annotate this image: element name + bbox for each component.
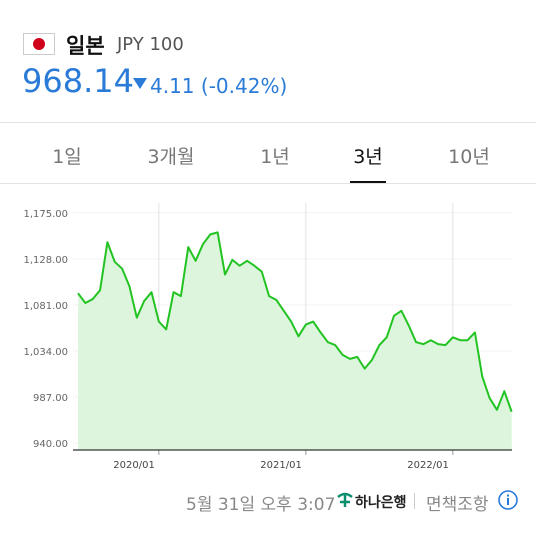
- y-tick-label: 940.00: [33, 439, 68, 450]
- info-icon[interactable]: [497, 489, 519, 511]
- separator: [414, 493, 415, 509]
- y-tick-label: 1,128.00: [23, 255, 68, 266]
- chart: 940.00 987.00 1,034.00 1,081.00 1,128.00 1,17…: [23, 203, 513, 471]
- tab-underline: [350, 181, 386, 183]
- tab[interactable]: 3개월: [147, 146, 195, 168]
- currency: JPY 100: [117, 34, 184, 55]
- tab[interactable]: 1년: [260, 146, 290, 168]
- price: 968.14: [22, 62, 134, 100]
- bank-name[interactable]: 하나은행: [355, 495, 407, 511]
- down-arrow: [133, 78, 147, 89]
- y-tick-label: 1,175.00: [23, 209, 68, 220]
- line-area: [78, 232, 512, 450]
- x-tick-label: 2022/01: [407, 460, 449, 471]
- y-tick-label: 1,081.00: [23, 301, 68, 312]
- update-time: 5월 31일 오후 3:07: [186, 495, 336, 515]
- price-line: [77, 231, 513, 413]
- disclaimer[interactable]: 면책조항: [426, 495, 489, 515]
- y-tick-label: 1,034.00: [23, 347, 68, 358]
- change: 4.11 (-0.42%): [150, 74, 288, 98]
- x-tick-label: 2020/01: [113, 460, 155, 471]
- bank-logo: [337, 492, 353, 507]
- divider: [0, 122, 536, 123]
- tab[interactable]: 3년: [353, 146, 383, 168]
- x-tick-label: 2021/01: [260, 460, 302, 471]
- divider: [0, 183, 536, 184]
- flag: [23, 33, 55, 55]
- tab[interactable]: 1일: [52, 146, 82, 168]
- country: 일본: [66, 34, 105, 58]
- y-tick-label: 987.00: [33, 393, 68, 404]
- tab[interactable]: 10년: [448, 146, 490, 168]
